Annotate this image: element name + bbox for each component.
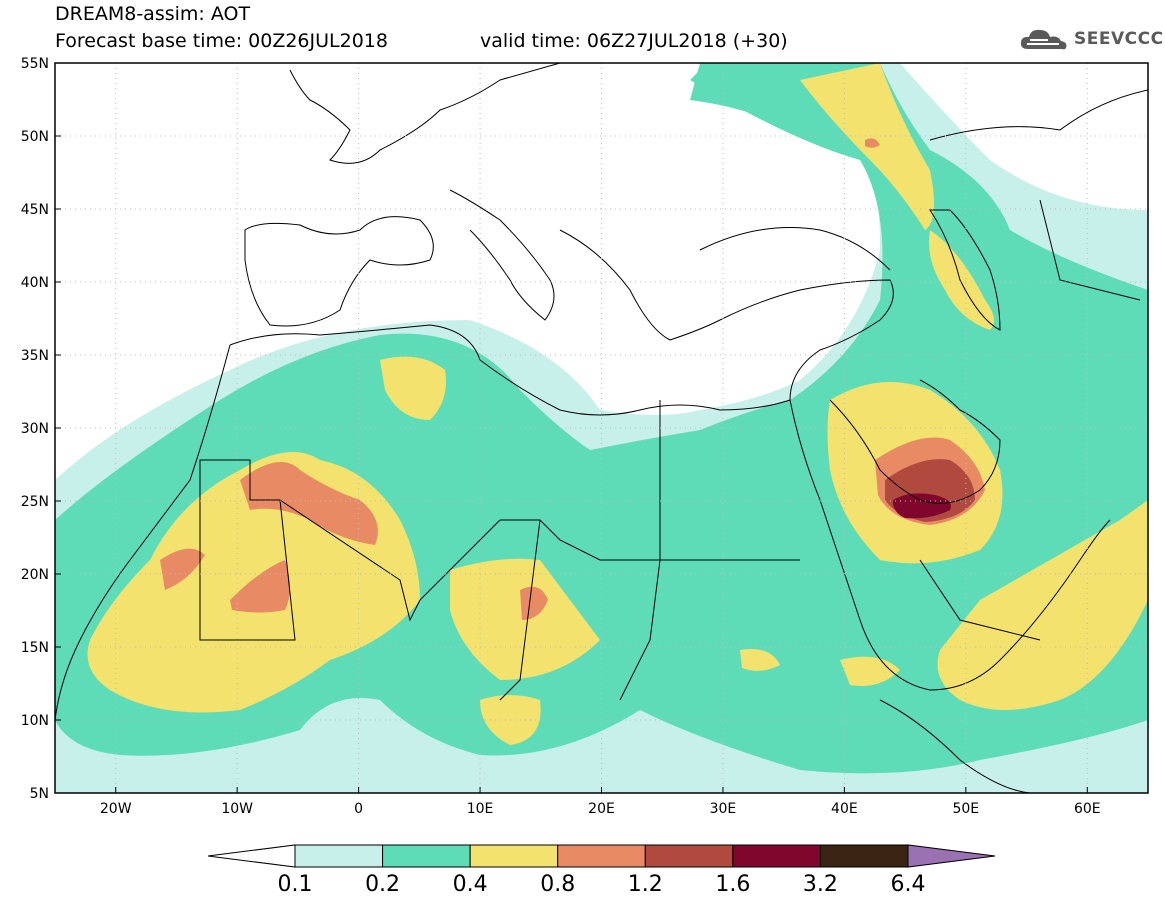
colorbar: 0.1 0.2 0.4 0.8 1.2 1.6 3.2 6.4 (207, 844, 996, 897)
longitude-label: 10W (221, 801, 253, 817)
colorbar-swatch (294, 844, 384, 868)
chart-title: DREAM8-assim: AOT (55, 3, 251, 25)
colorbar-swatch (644, 844, 734, 868)
colorbar-swatch (732, 844, 821, 868)
latitude-label: 30N (21, 421, 49, 437)
colorbar-label: 0.1 (278, 872, 313, 897)
cloud-icon (1020, 29, 1067, 50)
graticule (55, 63, 1148, 793)
aot-level-1-6 (892, 493, 951, 519)
colorbar-swatch (469, 844, 559, 868)
colorbar-swatch (382, 844, 471, 868)
latitude-label: 55N (21, 56, 49, 72)
latitude-label: 45N (21, 202, 49, 218)
logo-text: SEEVCCC (1074, 29, 1164, 49)
longitude-label: 0 (354, 801, 363, 817)
longitude-label: 30E (710, 801, 737, 817)
colorbar-over-triangle (907, 844, 996, 868)
forecast-base-time: Forecast base time: 00Z26JUL2018 (55, 30, 388, 52)
latitude-label: 50N (21, 129, 49, 145)
latitude-label: 15N (21, 640, 49, 656)
valid-time: valid time: 06Z27JUL2018 (+30) (480, 30, 788, 52)
colorbar-swatch (819, 844, 909, 868)
longitude-label: 60E (1074, 801, 1101, 817)
coastlines (55, 63, 1148, 793)
latitude-labels: 55N 50N 45N 40N 35N 30N 25N 20N 15N 10N 5N (21, 56, 61, 802)
colorbar-label: 3.2 (803, 872, 838, 897)
longitude-label: 40E (831, 801, 858, 817)
longitude-label: 50E (952, 801, 979, 817)
colorbar-label: 1.2 (628, 872, 663, 897)
latitude-label: 25N (21, 494, 49, 510)
seevccc-logo: SEEVCCC (1018, 24, 1164, 54)
latitude-label: 10N (21, 713, 49, 729)
longitude-labels: 20W 10W 0 10E 20E 30E 40E 50E 60E (100, 787, 1101, 817)
colorbar-label: 0.8 (540, 872, 575, 897)
colorbar-swatch (557, 844, 646, 868)
latitude-label: 40N (21, 275, 49, 291)
latitude-label: 5N (30, 786, 49, 802)
longitude-label: 10E (467, 801, 494, 817)
latitude-label: 35N (21, 348, 49, 364)
longitude-label: 20E (588, 801, 615, 817)
colorbar-label: 1.6 (715, 872, 750, 897)
colorbar-under-triangle (207, 844, 296, 868)
colorbar-label: 0.2 (365, 872, 400, 897)
longitude-label: 20W (100, 801, 132, 817)
colorbar-label: 0.4 (453, 872, 488, 897)
latitude-label: 20N (21, 567, 49, 583)
colorbar-label: 6.4 (891, 872, 926, 897)
